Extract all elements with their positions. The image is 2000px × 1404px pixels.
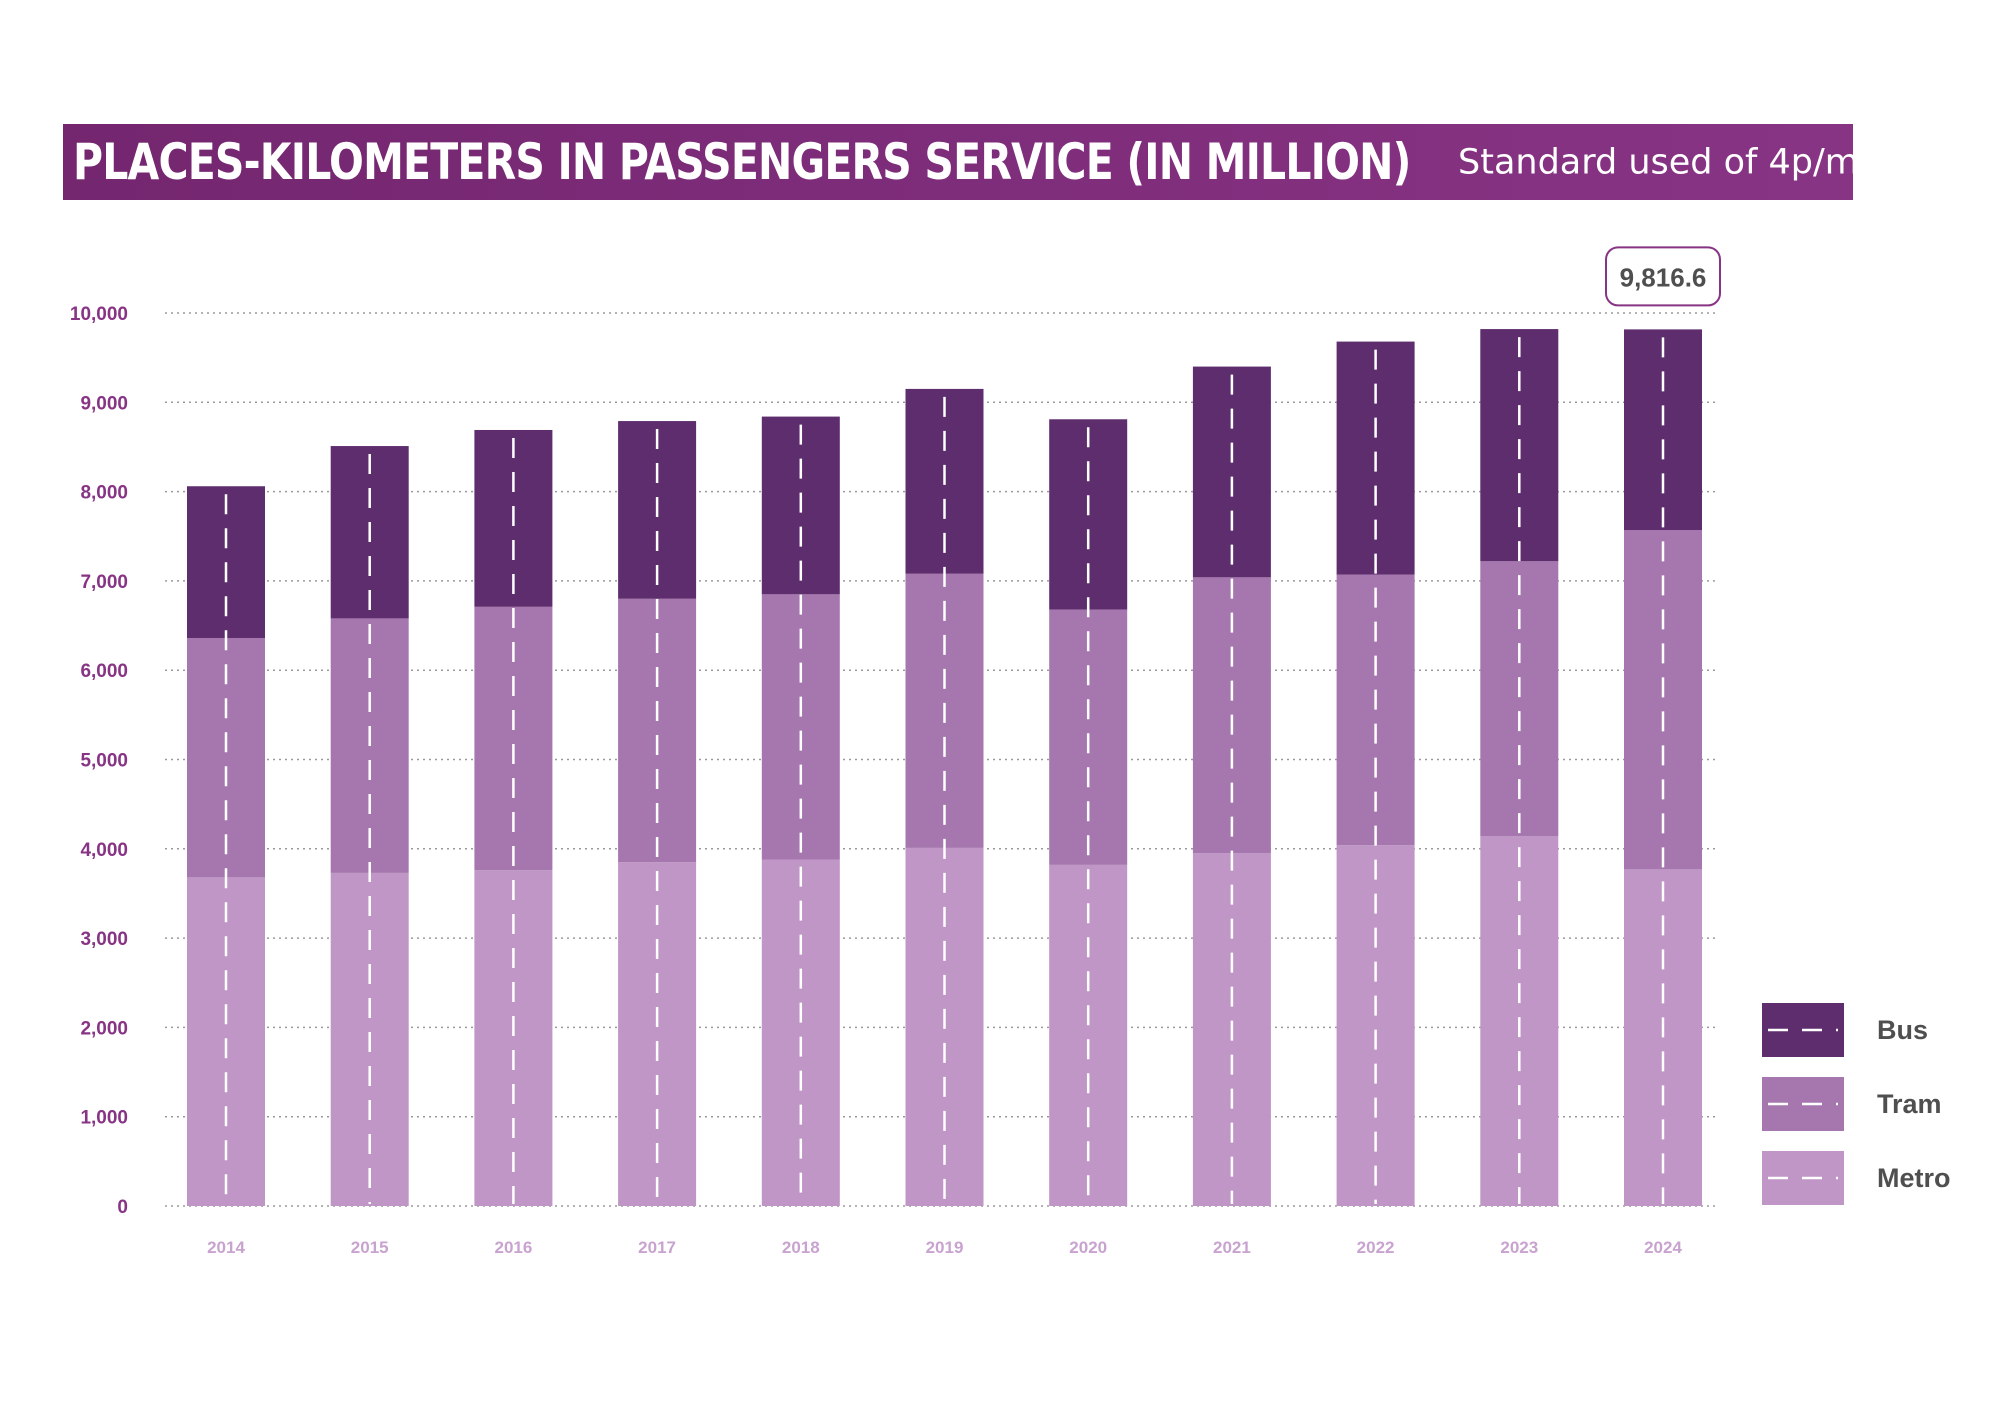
x-tick-label: 2022 bbox=[1357, 1238, 1395, 1257]
annotation-box bbox=[1605, 246, 1721, 307]
bars bbox=[187, 329, 1702, 1206]
x-tick-label: 2018 bbox=[782, 1238, 820, 1257]
legend-label-metro: Metro bbox=[1877, 1163, 1951, 1193]
x-tick-label: 2024 bbox=[1644, 1238, 1682, 1257]
y-tick-label: 4,000 bbox=[80, 840, 128, 861]
legend: Bus Tram Metro bbox=[1762, 1003, 1951, 1205]
x-tick-label: 2014 bbox=[207, 1238, 245, 1257]
y-tick-label: 7,000 bbox=[80, 572, 128, 593]
y-axis: 0 1,000 2,000 3,000 4,000 5,000 6,000 7,000 8,00… bbox=[70, 304, 128, 1218]
x-tick-label: 2020 bbox=[1069, 1238, 1107, 1257]
y-tick-label: 3,000 bbox=[80, 929, 128, 950]
y-tick-label: 5,000 bbox=[80, 751, 128, 772]
y-tick-label: 0 bbox=[117, 1197, 128, 1218]
title-banner: PLACES-KILOMETERS IN PASSENGERS SERVICE … bbox=[63, 124, 1853, 200]
x-tick-label: 2021 bbox=[1213, 1238, 1251, 1257]
x-tick-label: 2015 bbox=[351, 1238, 389, 1257]
legend-label-bus: Bus bbox=[1877, 1015, 1928, 1045]
legend-label-tram: Tram bbox=[1877, 1089, 1942, 1119]
annotation-label: 9,816.6 bbox=[1620, 262, 1707, 292]
y-tick-label: 2,000 bbox=[80, 1018, 128, 1039]
x-tick-label: 2023 bbox=[1500, 1238, 1538, 1257]
chart-title: PLACES-KILOMETERS IN PASSENGERS SERVICE … bbox=[73, 133, 1411, 191]
x-axis: 2014 2015 2016 2017 2018 2019 2020 2021 2022 2023… bbox=[207, 1238, 1682, 1257]
y-tick-label: 8,000 bbox=[80, 483, 128, 504]
y-tick-label: 1,000 bbox=[80, 1108, 128, 1129]
y-tick-label: 9,000 bbox=[80, 393, 128, 414]
bar-bus-2024 bbox=[1624, 329, 1702, 530]
bar-bus-2021 bbox=[1192, 366, 1271, 578]
y-tick-label: 10,000 bbox=[70, 304, 128, 325]
bar-center-dashes bbox=[224, 337, 1665, 1204]
x-tick-label: 2016 bbox=[494, 1238, 532, 1257]
chart-subtitle-text: Standard used of 4p/m bbox=[1458, 142, 1853, 183]
x-tick-label: 2019 bbox=[926, 1238, 964, 1257]
y-tick-label: 6,000 bbox=[80, 661, 128, 682]
total-annotation: 9,816.6 bbox=[1605, 246, 1721, 307]
chart-subtitle: Standard used of 4p/m2 bbox=[1458, 142, 1853, 183]
x-tick-label: 2017 bbox=[638, 1238, 676, 1257]
